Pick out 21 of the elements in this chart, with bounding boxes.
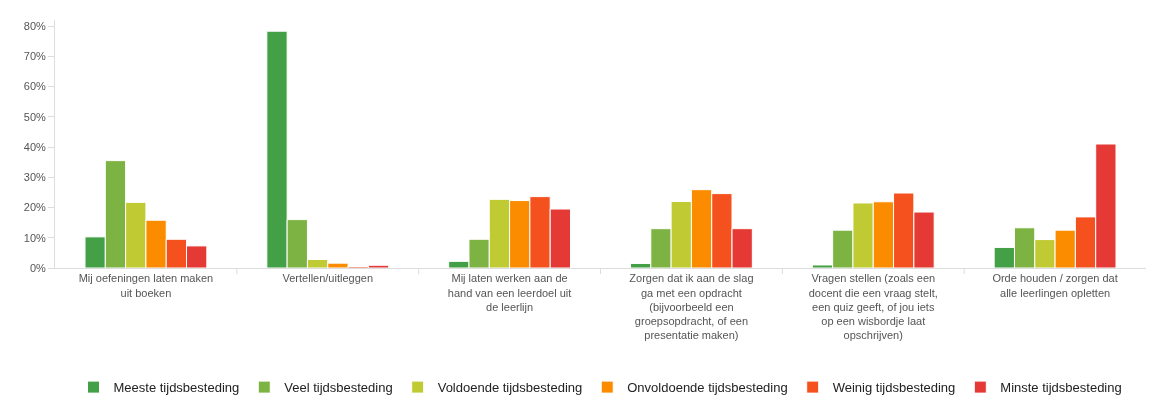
y-tick-label: 40% xyxy=(23,140,46,153)
y-tick-label: 80% xyxy=(23,19,46,32)
x-tick-label: Vragen stellen (zoals een docent die een vraag stelt, een quiz geeft, of jou iets op een wisbordje laat opschrijven) xyxy=(808,272,938,342)
legend-label: Weinig tijdsbesteding xyxy=(832,380,956,396)
x-tick-label: Mij laten werken aan de hand van een leerdoel uit de leerlijn xyxy=(447,272,572,313)
y-tick-label: 0% xyxy=(29,261,47,274)
x-tick-label: Vertellen/uitleggen xyxy=(282,272,374,285)
x-tick-label: Mij oefeningen laten maken uit boeken xyxy=(78,272,214,299)
y-tick-label: 50% xyxy=(23,110,46,123)
y-tick-label: 30% xyxy=(23,171,46,184)
x-tick-label: Zorgen dat ik aan de slag ga met een opdracht (bijvoorbeeld een groepsopdracht, of een presentatie maken) xyxy=(629,272,754,342)
legend-label: Voldoende tijdsbesteding xyxy=(437,380,583,396)
legend-label: Minste tijdsbesteding xyxy=(1000,380,1122,396)
x-tick-label: Orde houden / zorgen dat alle leerlingen opletten xyxy=(992,272,1118,299)
legend-label: Meeste tijdsbesteding xyxy=(113,380,240,396)
y-tick-label: 70% xyxy=(23,50,46,63)
legend-label: Veel tijdsbesteding xyxy=(284,380,393,396)
y-tick-label: 10% xyxy=(23,231,46,244)
y-tick-label: 20% xyxy=(23,201,46,214)
legend-label: Onvoldoende tijdsbesteding xyxy=(627,380,788,396)
y-tick-label: 60% xyxy=(23,80,46,93)
